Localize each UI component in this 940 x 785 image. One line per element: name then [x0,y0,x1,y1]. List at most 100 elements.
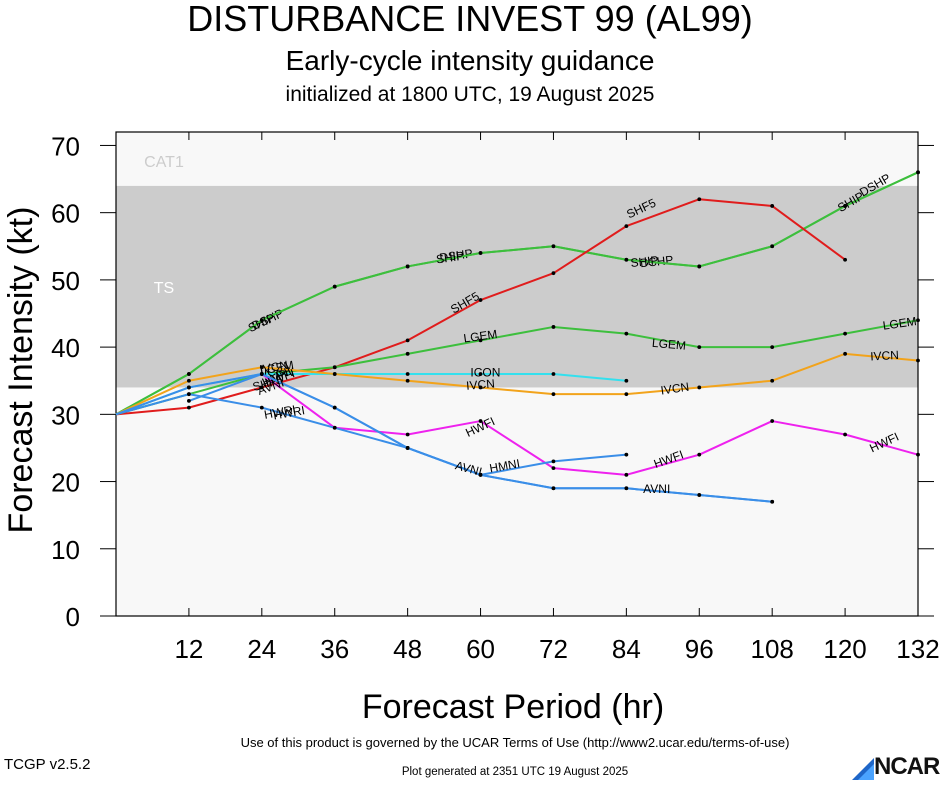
data-point-ivcn [405,378,410,383]
x-tick-label: 84 [612,634,641,664]
data-point-avni [770,499,775,504]
series-label-hmni: HMNI [488,456,521,475]
x-tick-label: 48 [393,634,422,664]
data-point-avni [624,486,629,491]
data-point-ship [843,204,847,208]
data-point-hwri [259,405,264,410]
data-point-lgem [405,351,410,356]
series-label-icon: ICON [470,365,500,379]
data-point-ivcn [187,378,191,383]
data-point-ship [916,170,920,175]
band-label-ts: TS [154,280,174,297]
data-point-icon [551,372,556,376]
y-tick-label: 0 [66,602,80,632]
series-label-hwri: HWRI [272,403,306,422]
data-point-avni [478,472,483,477]
data-point-lgem [551,325,556,329]
data-point-shf5 [478,298,483,302]
series-label-avni: AVNI [454,458,484,479]
data-point-ship [624,257,629,262]
data-point-ship [697,264,702,269]
y-tick-label: 10 [51,535,80,565]
data-point-lgem [624,331,629,336]
data-point-hwfi [405,432,410,437]
data-point-ivcn [770,378,775,383]
data-point-ivcn [478,385,483,390]
data-point-hwfi [916,452,920,457]
data-point-ship [332,284,337,289]
data-point-lgem [843,331,847,336]
data-point-lgem [770,345,775,350]
data-point-hwri [187,392,191,397]
series-label-lgem: LGEM [651,336,686,353]
data-point-shf5 [770,204,775,208]
y-tick-label: 50 [51,266,80,296]
data-point-shf5 [843,257,847,262]
y-tick-label: 30 [51,400,80,430]
ncar-logo-icon [852,758,874,780]
data-point-hwfi [770,419,775,423]
x-tick-label: 60 [466,634,495,664]
series-label-lgem: LGEM [882,314,918,333]
x-tick-label: 12 [174,634,203,664]
init-time: initialized at 1800 UTC, 19 August 2025 [285,83,655,106]
series-label-avni: AVNI [643,482,670,496]
data-point-shf5 [187,405,191,410]
data-point-hmni [624,452,629,457]
data-point-shf5 [405,338,410,343]
x-tick-label: 36 [320,634,349,664]
data-point-ivcn [551,392,556,397]
terms-of-use: Use of this product is governed by the U… [240,735,790,750]
data-point-ship [405,264,410,269]
generated-time: Plot generated at 2351 UTC 19 August 202… [401,766,629,778]
series-label-ship: SHIP [630,253,659,270]
data-point-icon [624,378,629,383]
data-point-ship [551,244,556,249]
y-tick-label: 60 [51,199,80,229]
y-tick-label: 40 [51,333,80,363]
y-tick-label: 20 [51,468,80,498]
x-tick-label: 24 [247,634,276,664]
data-point-ship [770,244,775,249]
x-axis-label: Forecast Period (hr) [362,688,664,726]
series-line-hwfi [261,373,919,476]
series-line-ivcn [115,352,919,416]
data-point-ivcn [843,351,847,356]
band-cat1 [116,132,918,186]
data-point-avni [332,405,337,410]
series-label-hwri: HWRI [263,403,297,422]
ncar-logo-text: NCAR [874,753,940,780]
data-point-hmni [187,385,191,390]
data-point-hwfi [478,419,483,423]
series-label-ivcn: IVCN [870,348,899,363]
data-point-hmni [551,459,556,464]
series-label-ivcn: IVCN [466,376,496,392]
series-label-dshp: DSHP [439,246,474,265]
band-label-cat1: CAT1 [144,154,184,171]
data-point-ship [478,251,483,255]
data-point-icon [478,372,483,376]
data-point-hwfi [551,466,556,471]
data-point-hwfi [697,452,702,457]
x-tick-label: 72 [539,634,568,664]
data-point-ivcn [624,392,629,397]
data-point-avni [187,398,191,403]
x-tick-label: 120 [823,634,866,664]
data-point-shf5 [551,271,556,276]
chart-subtitle: Early-cycle intensity guidance [285,45,655,76]
series-label-ivcn: IVCN [258,358,289,377]
ncar-logo: NCAR [852,754,940,780]
series-label-ship: SHIP [435,249,465,267]
x-tick-label: 132 [896,634,939,664]
data-point-ivcn [916,358,920,363]
series-line-ship [115,171,919,416]
series-label-ivcn: IVCN [660,380,690,398]
x-tick-label: 108 [750,634,793,664]
data-point-ship [187,372,191,376]
data-point-lgem [332,365,337,370]
y-axis-label: Forecast Intensity (kt) [2,207,40,534]
chart-title: DISTURBANCE INVEST 99 (AL99) [187,0,753,39]
data-point-ivcn [259,365,264,370]
data-point-avni [259,372,264,376]
version-label: TCGP v2.5.2 [4,756,91,773]
